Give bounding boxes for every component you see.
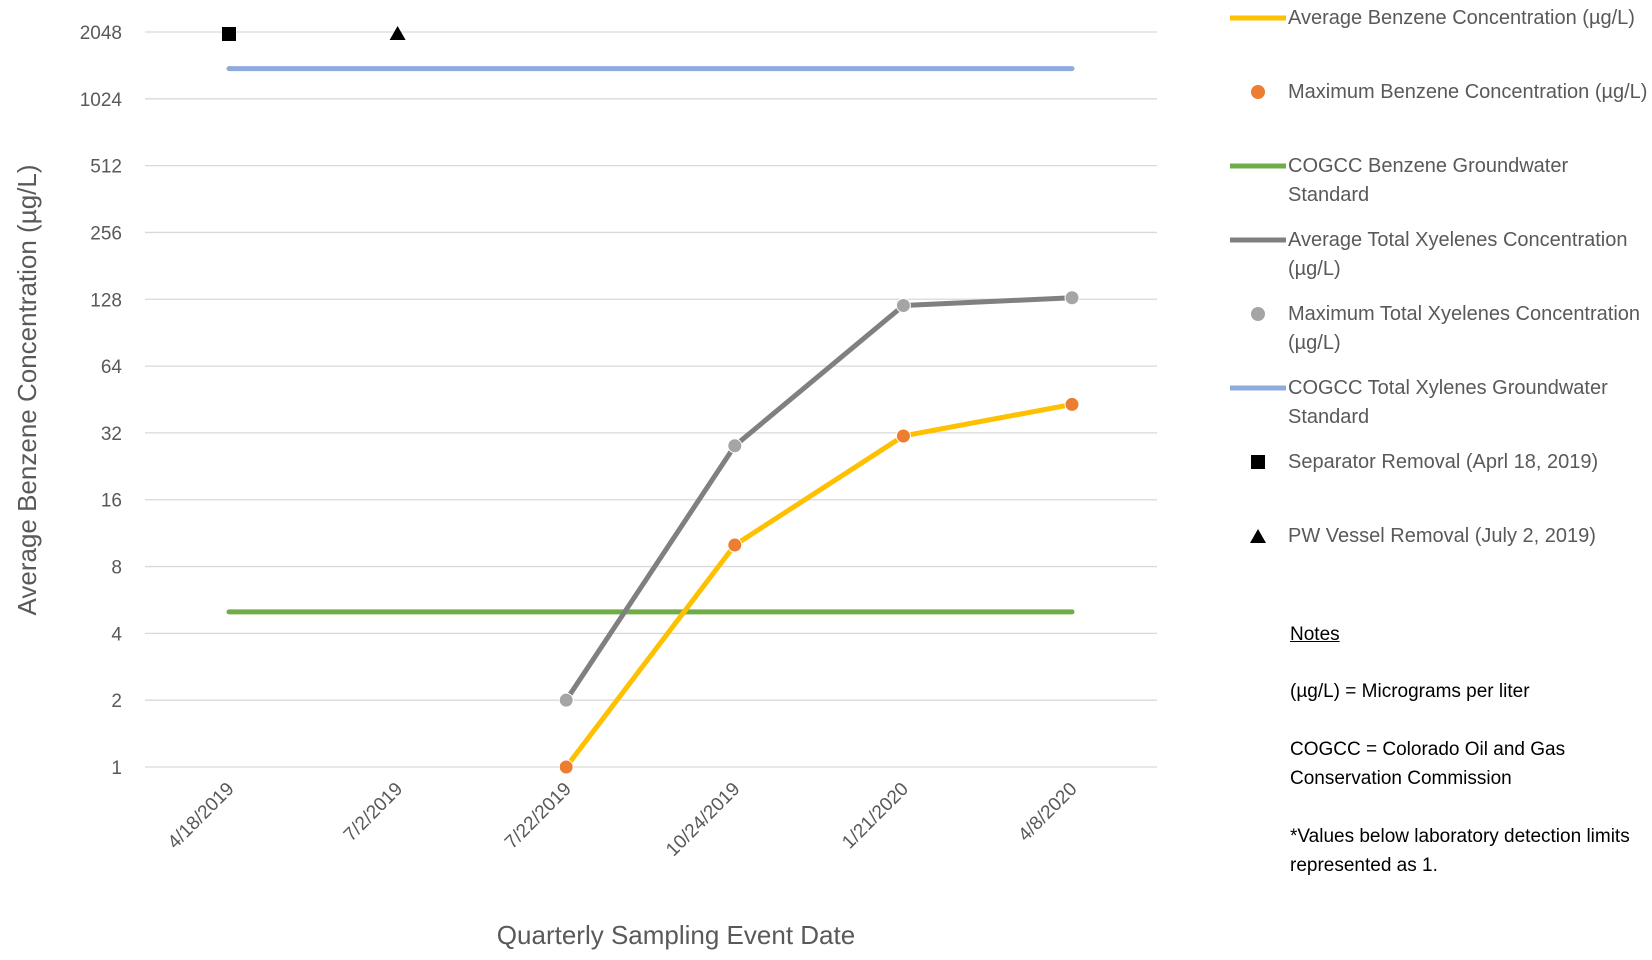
gridlines (145, 31, 1157, 768)
legend-swatch (1230, 163, 1286, 169)
y-tick-label: 512 (90, 157, 122, 178)
legend-item: Average Total Xyelenes Concentration (µg… (1230, 224, 1650, 298)
notes-title: Notes (1290, 624, 1340, 645)
legend-label: COGCC Total Xylenes Groundwater Standard (1288, 377, 1608, 428)
legend-swatch (1230, 237, 1286, 243)
legend-swatch-marker (1250, 529, 1266, 543)
chart-area: 1 2 4 8 16 32 64 128 256 512 1024 2048 4/18/2019 7/2… (12, 23, 1157, 950)
notes-panel: Notes (µg/L) = Micrograms per liter COGC… (1290, 620, 1650, 909)
legend-item: COGCC Benzene Groundwater Standard (1230, 150, 1650, 224)
y-tick-label: 2048 (80, 23, 122, 44)
legend-label: COGCC Benzene Groundwater Standard (1288, 155, 1569, 206)
legend-item: Maximum Benzene Concentration (µg/L) (1230, 76, 1650, 150)
y-tick-label: 32 (101, 424, 122, 445)
legend: Average Benzene Concentration (µg/L) Maxi… (1230, 2, 1650, 594)
data-point-maximum-benzene-concentration-g-l (727, 537, 743, 553)
legend-swatch (1251, 85, 1265, 99)
legend-swatch (1251, 307, 1265, 321)
legend-label: Average Benzene Concentration (µg/L) (1288, 7, 1635, 29)
y-tick-label: 2 (111, 691, 122, 712)
x-axis-title: Quarterly Sampling Event Date (497, 920, 855, 950)
x-tick-label: 7/22/2019 (501, 779, 576, 854)
legend-label: Maximum Total Xyelenes Concentration (µg… (1288, 303, 1641, 354)
series-line-average-benzene-concentration-g-l (563, 401, 1075, 770)
series-layer (222, 26, 1080, 775)
data-point-maximum-total-xyelenes-concentration-g-l (895, 297, 911, 313)
legend-swatch-marker (1251, 85, 1265, 99)
series-line-average-total-xyelenes-concentration-g-l (563, 295, 1075, 703)
data-point-separator-removal-aprl-18-2019 (222, 27, 236, 41)
y-tick-label: 1024 (80, 90, 123, 111)
legend-label: Separator Removal (Aprl 18, 2019) (1288, 451, 1599, 473)
data-point-maximum-benzene-concentration-g-l (558, 759, 574, 775)
y-axis-title: Average Benzene Concentration (µg/L) (12, 164, 42, 615)
note-line: (µg/L) = Micrograms per liter (1290, 681, 1530, 702)
y-tick-labels: 1 2 4 8 16 32 64 128 256 512 1024 2048 (80, 23, 123, 779)
legend-label: Maximum Benzene Concentration (µg/L) (1288, 81, 1648, 103)
x-tick-labels: 4/18/2019 7/2/2019 7/22/2019 10/24/2019 1/21… (164, 779, 1082, 861)
legend-item: COGCC Total Xylenes Groundwater Standard (1230, 372, 1650, 446)
legend-swatch (1251, 455, 1265, 469)
legend-label: PW Vessel Removal (July 2, 2019) (1288, 525, 1596, 547)
legend-swatch-marker (1251, 455, 1265, 469)
data-point-maximum-total-xyelenes-concentration-g-l (558, 692, 574, 708)
data-point-maximum-total-xyelenes-concentration-g-l (727, 438, 743, 454)
legend-swatch-marker (1251, 307, 1265, 321)
x-tick-label: 7/2/2019 (340, 779, 407, 846)
legend-item: PW Vessel Removal (July 2, 2019) (1230, 520, 1650, 594)
legend-label: Average Total Xyelenes Concentration (µg… (1288, 229, 1628, 280)
data-point-maximum-total-xyelenes-concentration-g-l (1064, 290, 1080, 306)
y-tick-label: 8 (111, 558, 122, 579)
data-point-maximum-benzene-concentration-g-l (1064, 396, 1080, 412)
x-tick-label: 10/24/2019 (662, 779, 744, 861)
data-point-pw-vessel-removal-july-2-2019 (389, 26, 406, 40)
x-tick-label: 1/21/2020 (838, 779, 913, 854)
y-tick-label: 4 (111, 624, 122, 645)
legend-swatch (1230, 385, 1286, 391)
legend-item: Average Benzene Concentration (µg/L) (1230, 2, 1650, 76)
legend-swatch (1250, 529, 1266, 543)
legend-item: Maximum Total Xyelenes Concentration (µg… (1230, 298, 1650, 372)
y-tick-label: 128 (90, 290, 122, 311)
y-tick-label: 64 (101, 357, 123, 378)
note-line: COGCC = Colorado Oil and Gas Conservatio… (1290, 739, 1566, 789)
x-tick-label: 4/18/2019 (164, 779, 239, 854)
x-tick-label: 4/8/2020 (1014, 779, 1081, 846)
legend-item: Separator Removal (Aprl 18, 2019) (1230, 446, 1650, 520)
y-tick-label: 1 (111, 758, 122, 779)
legend-swatch (1230, 15, 1286, 21)
note-line: *Values below laboratory detection limit… (1290, 826, 1630, 876)
data-point-maximum-benzene-concentration-g-l (895, 428, 911, 444)
y-tick-label: 256 (90, 223, 122, 244)
y-tick-label: 16 (101, 491, 122, 512)
